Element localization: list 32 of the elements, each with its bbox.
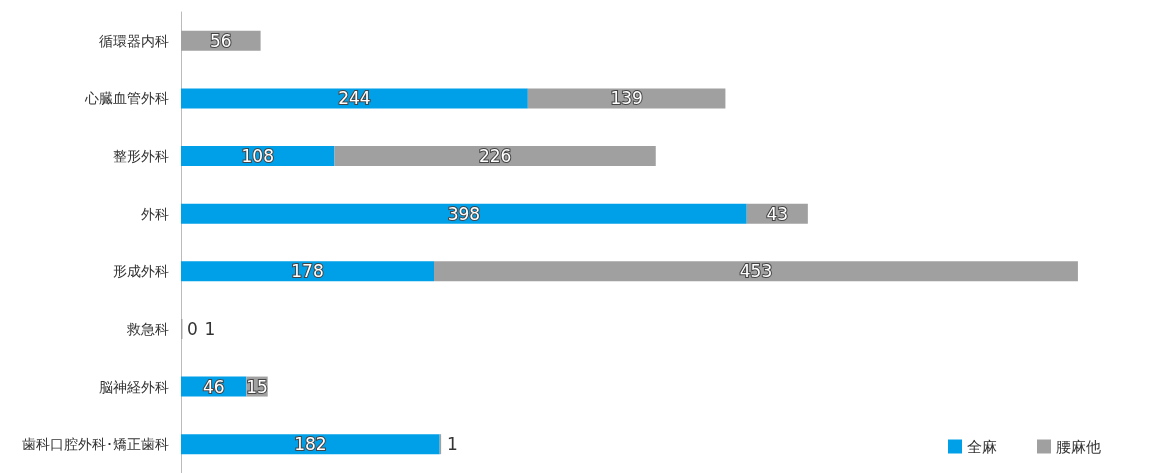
- y-tick-label: 脳神経外科: [99, 378, 169, 395]
- data-label: 226: [478, 146, 512, 167]
- y-tick-label: 外科: [141, 205, 169, 222]
- data-label: 1: [447, 434, 458, 455]
- y-tick-label: 救急科: [126, 320, 169, 337]
- data-label: 43: [766, 203, 789, 224]
- y-tick-label: 循環器内科: [99, 32, 169, 49]
- data-label: 1: [204, 318, 216, 339]
- data-label: 0: [187, 318, 198, 339]
- data-label: 182: [294, 434, 327, 455]
- data-label: 46: [202, 376, 225, 397]
- legend-label: 全麻: [967, 437, 997, 456]
- bar: [434, 261, 1078, 282]
- y-tick-label: 整形外科: [113, 148, 169, 165]
- bar: [181, 434, 440, 455]
- bar: [181, 203, 747, 224]
- data-label: 398: [447, 203, 481, 224]
- data-label: 453: [739, 261, 773, 282]
- bar: [334, 146, 656, 167]
- data-label: 178: [291, 261, 324, 282]
- y-tick-label: 歯科口腔外科･矯正歯科: [22, 436, 169, 453]
- data-label: 139: [610, 88, 643, 109]
- bar: [181, 261, 435, 282]
- data-label: 56: [209, 30, 232, 51]
- bar: [181, 88, 528, 109]
- legend-label: 腰麻他: [1056, 437, 1101, 456]
- y-tick-label: 心臓血管外科: [84, 90, 169, 107]
- y-tick-label: 形成外科: [113, 263, 169, 280]
- data-label: 108: [241, 146, 274, 167]
- bar: [527, 88, 726, 109]
- data-label: 15: [246, 376, 268, 397]
- data-label: 244: [338, 88, 371, 109]
